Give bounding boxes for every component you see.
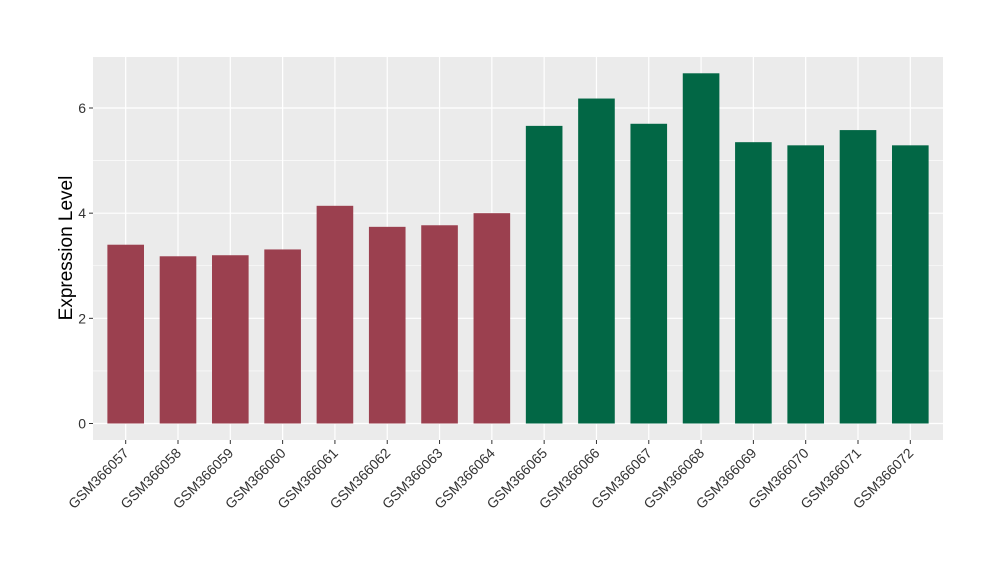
bar-GSM366068 (682, 73, 720, 424)
y-tick-label: 0 (78, 416, 86, 432)
bar-GSM366059 (212, 255, 249, 424)
bars (107, 73, 929, 424)
bar-GSM366062 (368, 226, 406, 424)
bar-GSM366071 (839, 130, 877, 424)
y-tick-label: 4 (78, 205, 86, 221)
x-axis: GSM366057GSM366058GSM366059GSM366060GSM3… (65, 440, 917, 512)
y-axis-title: Expression Level (56, 176, 77, 321)
bar-GSM366070 (787, 145, 824, 424)
bar-GSM366066 (578, 98, 615, 424)
bar-GSM366064 (473, 213, 511, 424)
bar-GSM366063 (421, 225, 458, 424)
bar-GSM366069 (735, 142, 772, 424)
y-tick-label: 6 (78, 100, 86, 116)
bar-GSM366057 (107, 244, 144, 424)
y-axis: 0 2 4 6 (78, 100, 93, 432)
bar-GSM366065 (525, 125, 563, 424)
bar-GSM366058 (159, 256, 197, 424)
y-tick-label: 2 (78, 310, 86, 326)
bar-GSM366067 (630, 123, 668, 424)
bar-GSM366060 (264, 249, 301, 424)
bar-GSM366061 (316, 205, 354, 424)
bar-GSM366072 (892, 145, 929, 424)
